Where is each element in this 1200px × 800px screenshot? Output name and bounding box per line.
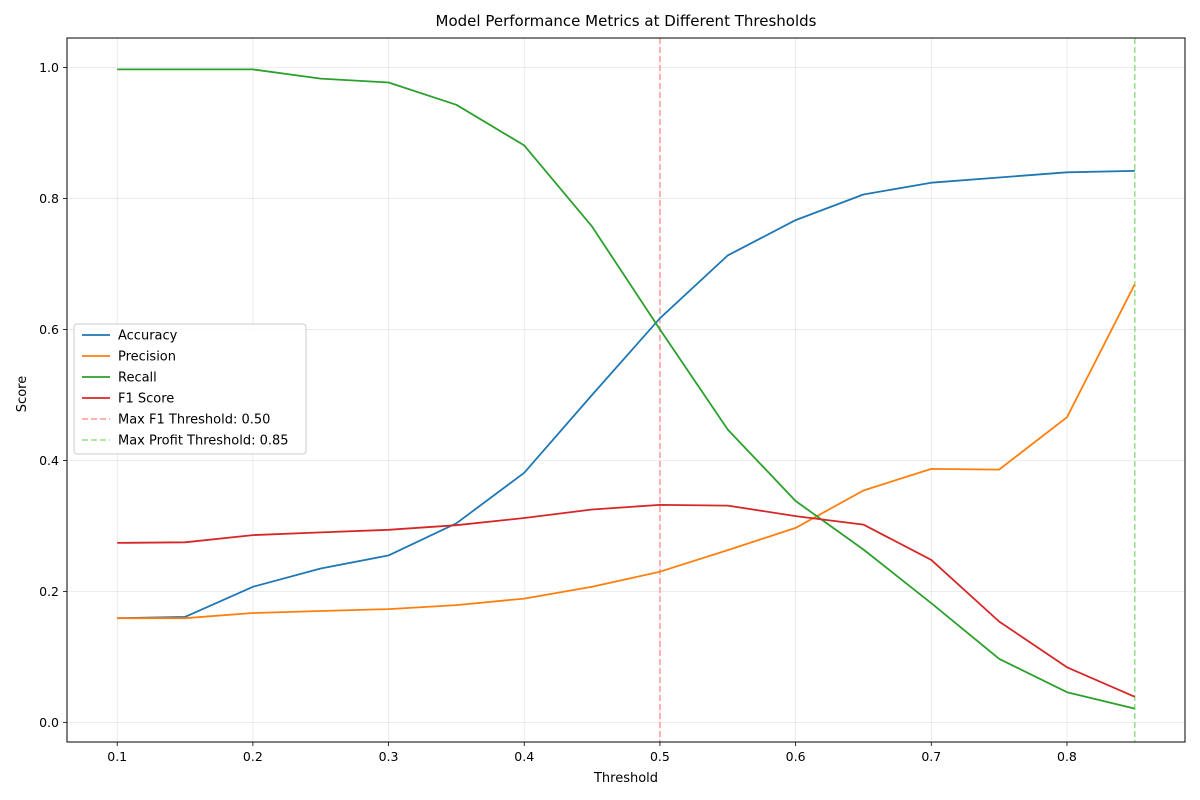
legend-box [73, 323, 307, 455]
y-tick-label: 0.8 [39, 191, 59, 206]
y-tick-label: 0.0 [39, 715, 59, 730]
legend-label: Max F1 Threshold: 0.50 [118, 413, 270, 428]
x-tick-label: 0.4 [514, 749, 534, 764]
x-tick-label: 0.3 [379, 749, 399, 764]
y-tick-label: 1.0 [39, 60, 59, 75]
legend-label: Max Profit Threshold: 0.85 [118, 434, 289, 449]
y-tick-label: 0.6 [39, 322, 59, 337]
legend-label: Accuracy [118, 329, 178, 344]
y-tick-label: 0.4 [39, 453, 59, 468]
x-tick-label: 0.2 [243, 749, 263, 764]
chart-title: Model Performance Metrics at Different T… [436, 12, 817, 30]
x-axis-ticks: 0.1 0.2 0.3 0.4 0.5 0.6 0.7 0.8 [107, 742, 1077, 764]
series-line-precision [117, 283, 1136, 620]
y-tick-label: 0.2 [39, 584, 59, 599]
legend-label: F1 Score [118, 392, 174, 407]
x-tick-label: 0.5 [650, 749, 670, 764]
x-tick-label: 0.6 [786, 749, 806, 764]
x-tick-label: 0.8 [1057, 749, 1077, 764]
plot-frame [66, 37, 1186, 743]
series-line-f1-score [117, 503, 1136, 698]
series-line-accuracy [117, 170, 1135, 620]
legend-label: Precision [118, 350, 176, 365]
threshold-lines [659, 38, 1136, 742]
y-axis-ticks: 0.0 0.2 0.4 0.6 0.8 1.0 [39, 60, 67, 730]
y-axis-label: Score [15, 376, 30, 412]
x-axis-label: Threshold [593, 771, 658, 786]
legend-label: Recall [118, 371, 157, 386]
legend: Accuracy Precision Recall F1 Score Max F1 Th… [73, 323, 307, 455]
series-lines [117, 68, 1136, 710]
x-tick-label: 0.1 [107, 749, 127, 764]
x-tick-label: 0.7 [921, 749, 941, 764]
series-line-recall [117, 68, 1136, 710]
